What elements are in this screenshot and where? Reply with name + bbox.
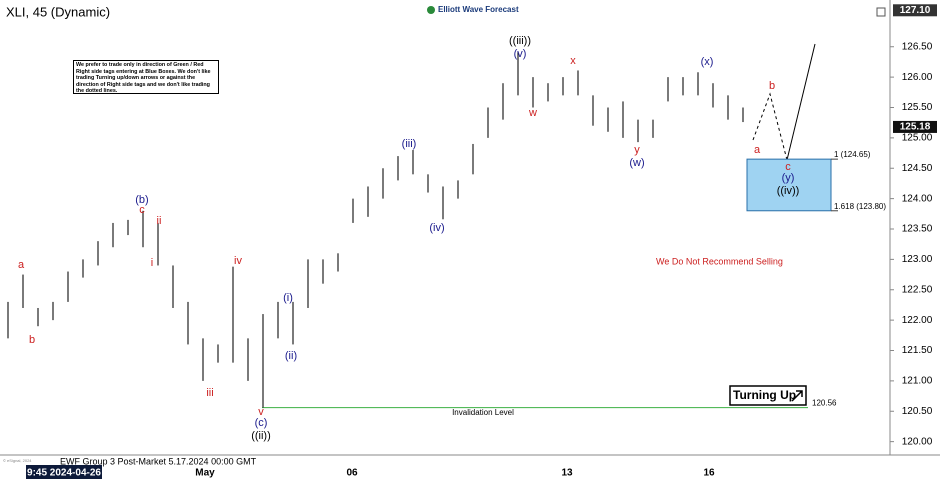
wave-label: x [570,55,576,67]
x-tick-label: 06 [346,468,358,479]
trading-note: We prefer to trade only in direction of … [73,60,219,94]
wave-label: i [151,257,153,269]
wave-label: c [785,161,791,173]
wave-label: (w) [629,157,644,169]
target-box [746,158,832,212]
top-price: 127.10 [900,5,931,16]
target-label: 1.618 (123.80) [834,202,886,211]
wave-label: iii [206,387,213,399]
wave-label: b [29,334,35,346]
wave-label: (b) [135,194,148,206]
y-tick-label: 124.50 [902,163,933,174]
brand: Elliott Wave Forecast [438,5,519,14]
chart-title: XLI, 45 (Dynamic) [6,4,110,19]
wave-label: (v) [514,48,527,60]
projection [786,43,816,161]
sell-note: We Do Not Recommend Selling [656,256,783,266]
wave-label: w [528,107,537,119]
wave-label: (iv) [429,222,444,234]
wave-label: (x) [701,56,714,68]
y-tick-label: 125.50 [902,102,933,113]
wave-label: b [769,80,775,92]
footer: EWF Group 3 Post-Market 5.17.2024 00:00 … [60,456,257,466]
y-tick-label: 123.00 [902,254,933,265]
y-tick-label: 124.00 [902,193,933,204]
x-tick-label: May [195,468,215,479]
wave-label: v [258,406,264,418]
wave-label: iv [234,255,242,267]
brand-logo [427,6,435,14]
y-tick-label: 122.00 [902,315,933,326]
y-tick-label: 123.50 [902,224,933,235]
y-tick-label: 121.50 [902,345,933,356]
wave-label: (c) [255,417,268,429]
y-tick-label: 126.50 [902,41,933,52]
y-tick-label: 122.50 [902,284,933,295]
invalidation-label: Invalidation Level [452,408,514,417]
y-tick-label: 126.00 [902,72,933,83]
y-tick-label: 125.00 [902,133,933,144]
last-price: 125.18 [900,122,931,133]
signal: Turning Up [733,388,796,402]
target-label: 1 (124.65) [834,150,871,159]
wave-label: (iii) [402,138,417,150]
icon[interactable] [876,7,886,17]
signal-arrow [791,390,803,402]
x-tick-label: 9:45 2024-04-26 [27,468,101,479]
y-tick-label: 120.50 [902,406,933,417]
wave-label: c [139,204,145,216]
wave-label: y [634,144,640,156]
invalidation-value: 120.56 [812,399,837,408]
wave-label: (y) [782,172,795,184]
wave-label: (ii) [285,350,297,362]
wave-label: a [754,144,761,156]
y-tick-label: 120.00 [902,436,933,447]
y-tick-label: 121.00 [902,376,933,387]
wave-label: ((iii)) [509,35,531,47]
x-tick-label: 16 [703,468,715,479]
projection-dashed [752,92,788,161]
last-price-box [893,120,937,133]
wave-label: (i) [283,292,293,304]
x-tick-label: 13 [561,468,573,479]
signal-box [729,385,807,406]
cursor-date-box [26,465,102,479]
wave-label: ii [157,215,162,227]
wave-label: a [18,259,25,271]
wave-label: ((ii)) [251,430,271,442]
copyright: © eSignal, 2024 [3,458,32,463]
wave-label: ((iv)) [777,185,800,197]
top-price-box [893,4,937,17]
